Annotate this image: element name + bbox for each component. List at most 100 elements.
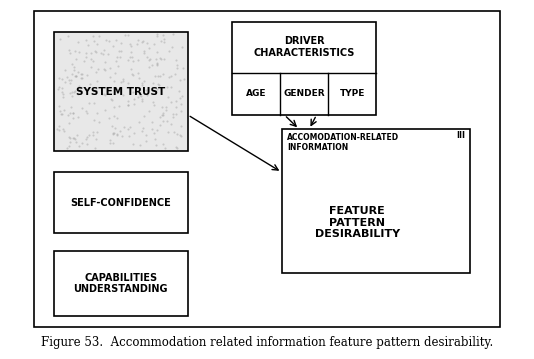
Point	[106, 140, 114, 146]
Point	[72, 73, 80, 79]
Bar	[54, 32, 188, 151]
Point	[168, 114, 177, 120]
Point	[128, 58, 137, 64]
Point	[109, 104, 118, 110]
Point	[146, 56, 154, 62]
Point	[74, 69, 82, 75]
Point	[171, 111, 180, 117]
Point	[108, 130, 117, 136]
Point	[91, 48, 99, 53]
Point	[55, 123, 64, 129]
Point	[139, 50, 148, 56]
Point	[88, 33, 97, 39]
Point	[145, 45, 153, 51]
Point	[106, 74, 114, 79]
Point	[159, 32, 168, 38]
Point	[138, 83, 146, 88]
Point	[123, 98, 132, 104]
Point	[98, 91, 106, 97]
Point	[103, 88, 112, 94]
Point	[70, 135, 78, 141]
Point	[157, 56, 166, 62]
Point	[175, 77, 184, 83]
Point	[69, 110, 77, 116]
Point	[155, 82, 163, 88]
Bar	[232, 22, 376, 115]
Point	[76, 75, 85, 81]
Point	[108, 140, 117, 146]
Point	[78, 75, 87, 81]
Point	[70, 48, 79, 54]
Point	[108, 43, 117, 49]
Point	[77, 71, 86, 77]
Point	[125, 41, 134, 46]
Point	[87, 65, 95, 70]
Point	[111, 70, 120, 75]
Point	[67, 77, 75, 83]
Point	[78, 140, 87, 145]
Text: CAPABILITIES
UNDERSTANDING: CAPABILITIES UNDERSTANDING	[74, 273, 168, 294]
Point	[93, 42, 101, 47]
Point	[136, 92, 145, 98]
Point	[177, 44, 186, 50]
Point	[152, 61, 161, 67]
Point	[150, 130, 159, 135]
Point	[107, 96, 115, 102]
Point	[54, 127, 63, 133]
Point	[78, 71, 87, 77]
Point	[111, 59, 120, 64]
Point	[117, 133, 126, 139]
Bar	[54, 251, 188, 316]
Point	[80, 59, 88, 64]
Point	[156, 114, 164, 120]
Point	[112, 54, 121, 60]
Point	[68, 71, 76, 77]
Point	[165, 74, 174, 80]
Point	[84, 100, 93, 106]
Point	[70, 65, 78, 70]
Point	[100, 47, 108, 53]
Point	[170, 130, 179, 135]
Text: III: III	[456, 131, 465, 140]
Point	[167, 99, 176, 105]
Point	[161, 145, 169, 151]
Point	[65, 134, 73, 140]
Point	[145, 57, 153, 62]
Point	[97, 50, 105, 56]
Point	[55, 84, 64, 90]
Point	[114, 88, 123, 94]
Point	[163, 84, 171, 90]
Point	[175, 88, 183, 93]
Point	[66, 136, 75, 141]
Point	[53, 126, 61, 132]
Point	[89, 59, 97, 64]
Point	[125, 54, 134, 60]
Point	[153, 81, 162, 87]
Point	[91, 136, 100, 141]
Point	[69, 135, 77, 141]
Point	[134, 57, 143, 63]
Point	[138, 38, 147, 44]
Point	[83, 141, 91, 147]
Point	[159, 112, 167, 118]
Point	[55, 103, 64, 109]
Point	[101, 67, 110, 73]
Point	[124, 102, 132, 108]
Point	[125, 133, 134, 139]
Point	[100, 107, 109, 113]
Point	[65, 143, 74, 149]
Point	[103, 51, 112, 57]
Point	[100, 91, 108, 97]
Point	[116, 54, 124, 60]
Point	[108, 97, 117, 103]
Point	[168, 31, 177, 37]
Point	[93, 110, 101, 116]
Point	[129, 89, 137, 95]
Point	[152, 142, 160, 148]
Point	[178, 65, 187, 71]
Point	[142, 132, 151, 138]
Point	[73, 132, 81, 138]
Point	[59, 91, 67, 97]
Point	[82, 110, 91, 116]
Text: SYSTEM TRUST: SYSTEM TRUST	[76, 87, 166, 97]
